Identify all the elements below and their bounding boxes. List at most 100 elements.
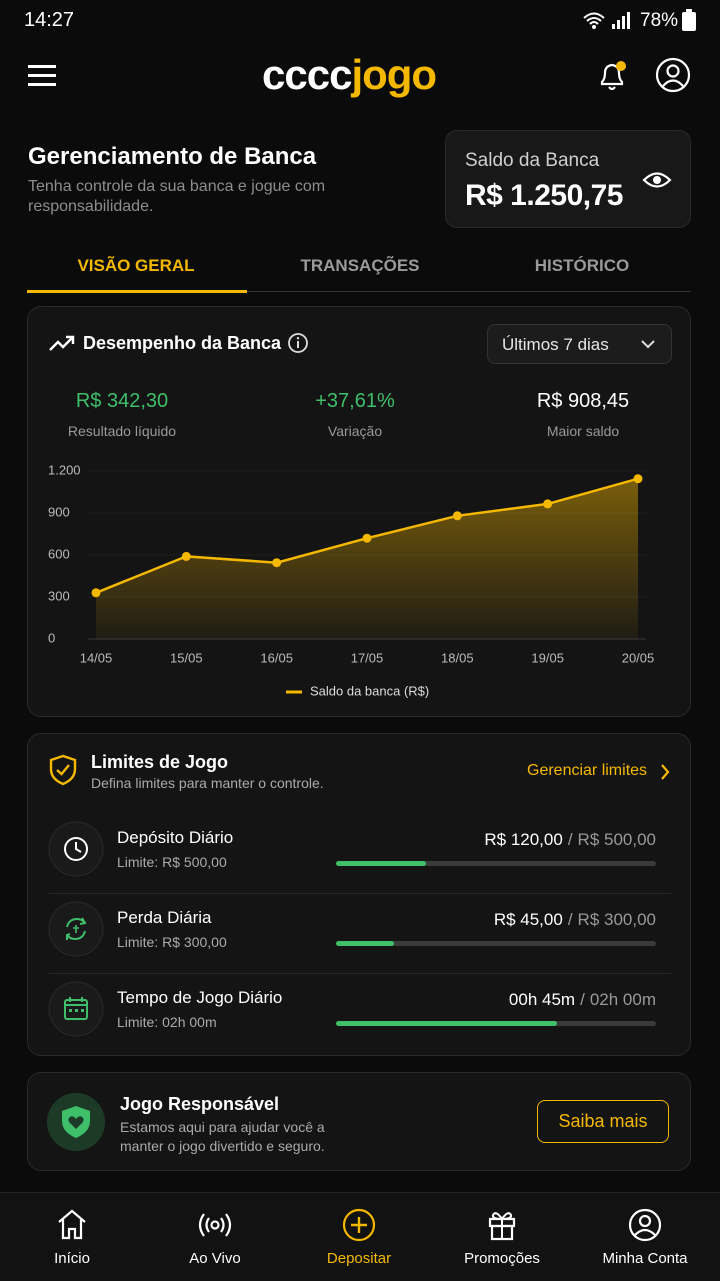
heart-shield-icon <box>47 1093 105 1151</box>
limit-icon <box>48 901 104 957</box>
legend-label: Saldo da banca (R$) <box>310 683 429 698</box>
limit-text: Limite: R$ 300,00 <box>117 934 227 950</box>
progress-bar <box>336 1021 557 1026</box>
chart: 0 300 600 900 1.200 14/05 15/05 16/05 17/05 18/05… <box>48 462 655 698</box>
tab[interactable]: TRANSAÇÕES <box>300 256 420 275</box>
limit-name: Depósito Diário <box>117 828 234 847</box>
limit-used: 00h 45m <box>508 990 576 1009</box>
progress-bar <box>336 861 426 866</box>
info-icon[interactable] <box>287 332 309 354</box>
tab[interactable]: VISÃO GERAL <box>77 256 195 275</box>
x-tick-label: 20/05 <box>622 650 655 665</box>
nav-label[interactable]: Promoções <box>464 1250 540 1267</box>
status-icons <box>583 12 630 29</box>
logo-part: jogo <box>351 51 437 98</box>
shield-icon <box>49 754 77 786</box>
nav-icon[interactable] <box>54 1207 90 1243</box>
logo-part: cccc <box>262 51 352 98</box>
limit-icon <box>48 981 104 1037</box>
tab-indicator <box>27 290 247 293</box>
x-tick-label: 16/05 <box>260 650 293 665</box>
limit-name: Tempo de Jogo Diário <box>117 988 283 1007</box>
x-tick-label: 18/05 <box>441 650 474 665</box>
period-value: Últimos 7 dias <box>502 335 609 354</box>
x-tick-label: 14/05 <box>80 650 113 665</box>
x-tick-label: 15/05 <box>170 650 203 665</box>
tab[interactable]: HISTÓRICO <box>534 256 630 275</box>
notifications-button[interactable] <box>596 58 630 94</box>
limit-max: R$ 300,00 <box>577 910 656 929</box>
y-tick-label: 1.200 <box>48 462 81 477</box>
y-tick-label: 300 <box>48 588 70 603</box>
limit-text: Limite: R$ 500,00 <box>117 854 227 870</box>
battery-icon <box>682 9 696 31</box>
limit-usage: 00h 45m/02h 00m <box>509 991 656 1008</box>
page-subtitle: Tenha controle da sua banca e jogue com … <box>28 178 326 215</box>
manage-limits-link[interactable]: Gerenciar limites <box>527 762 648 779</box>
performance-card: Desempenho da Banca Últimos 7 dias R$ 34… <box>27 306 691 717</box>
responsible-title: Jogo Responsável <box>120 1094 280 1114</box>
limit-text: Limite: 02h 00m <box>117 1014 217 1030</box>
limit-max: 02h 00m <box>589 990 656 1009</box>
limits-card: Limites de Jogo Defina limites para mant… <box>27 733 691 1056</box>
x-tick-label: 19/05 <box>531 650 564 665</box>
row-divider <box>49 893 671 894</box>
balance-card: Saldo da Banca R$ 1.250,75 <box>445 130 691 228</box>
page-title: Gerenciamento de Banca <box>28 143 317 170</box>
y-tick-label: 900 <box>48 504 70 519</box>
nav-icon[interactable] <box>197 1207 233 1243</box>
chevron-down <box>641 340 655 349</box>
limits-title: Limites de Jogo <box>91 752 229 772</box>
learn-more-button[interactable]: Saiba mais <box>537 1100 669 1143</box>
responsible-card: Jogo Responsável Estamos aqui para ajuda… <box>27 1072 691 1171</box>
limit-separator: / <box>580 990 585 1009</box>
nav-icon[interactable] <box>627 1207 663 1243</box>
profile-button[interactable] <box>655 57 691 93</box>
limit-icon <box>48 821 104 877</box>
limit-usage: R$ 45,00/R$ 300,00 <box>494 911 656 928</box>
balance-value: R$ 1.250,75 <box>465 179 623 212</box>
bottom-nav: Início Ao Vivo Depositar Promoções Minha Con… <box>0 1192 720 1281</box>
point <box>362 533 372 543</box>
menu-button[interactable] <box>28 64 56 88</box>
chevron-right <box>661 764 670 780</box>
status-time: 14:27 <box>24 9 75 31</box>
progress-track <box>336 941 656 946</box>
nav-label[interactable]: Depositar <box>326 1250 392 1267</box>
tabs-divider <box>27 291 691 292</box>
nav-label[interactable]: Ao Vivo <box>189 1250 241 1267</box>
toggle-visibility[interactable] <box>642 169 672 191</box>
responsible-text: Estamos aqui para ajudar você a manter o… <box>120 1119 325 1154</box>
row-divider <box>49 973 671 974</box>
limits-subtitle: Defina limites para manter o controle. <box>91 775 324 791</box>
stat-value: R$ 908,45 <box>536 390 630 412</box>
point <box>181 551 191 561</box>
limit-separator: / <box>567 830 573 849</box>
performance-title: Desempenho da Banca <box>83 333 282 353</box>
stat-label: Resultado líquido <box>67 423 177 439</box>
nav-label[interactable]: Minha Conta <box>602 1250 688 1267</box>
period-select[interactable]: Últimos 7 dias <box>487 324 672 364</box>
limit-used: R$ 120,00 <box>484 830 563 849</box>
logo[interactable]: ccccjogo <box>262 51 437 98</box>
point <box>452 511 462 521</box>
point <box>633 474 643 484</box>
area <box>96 478 638 639</box>
stat-value: R$ 342,30 <box>75 390 169 412</box>
limit-separator: / <box>567 910 573 929</box>
stat-label: Variação <box>327 423 383 439</box>
nav-icon[interactable] <box>341 1207 377 1243</box>
nav-icon[interactable] <box>484 1207 520 1243</box>
limit-used: R$ 45,00 <box>493 910 563 929</box>
point <box>543 499 553 509</box>
y-tick-label: 0 <box>48 630 55 645</box>
limit-name: Perda Diária <box>117 908 212 927</box>
nav-label[interactable]: Início <box>54 1250 90 1267</box>
balance-label: Saldo da Banca <box>465 150 600 171</box>
y-tick-label: 600 <box>48 546 70 561</box>
trend-icon <box>49 335 75 351</box>
progress-track <box>336 1021 656 1026</box>
progress-track <box>336 861 656 866</box>
